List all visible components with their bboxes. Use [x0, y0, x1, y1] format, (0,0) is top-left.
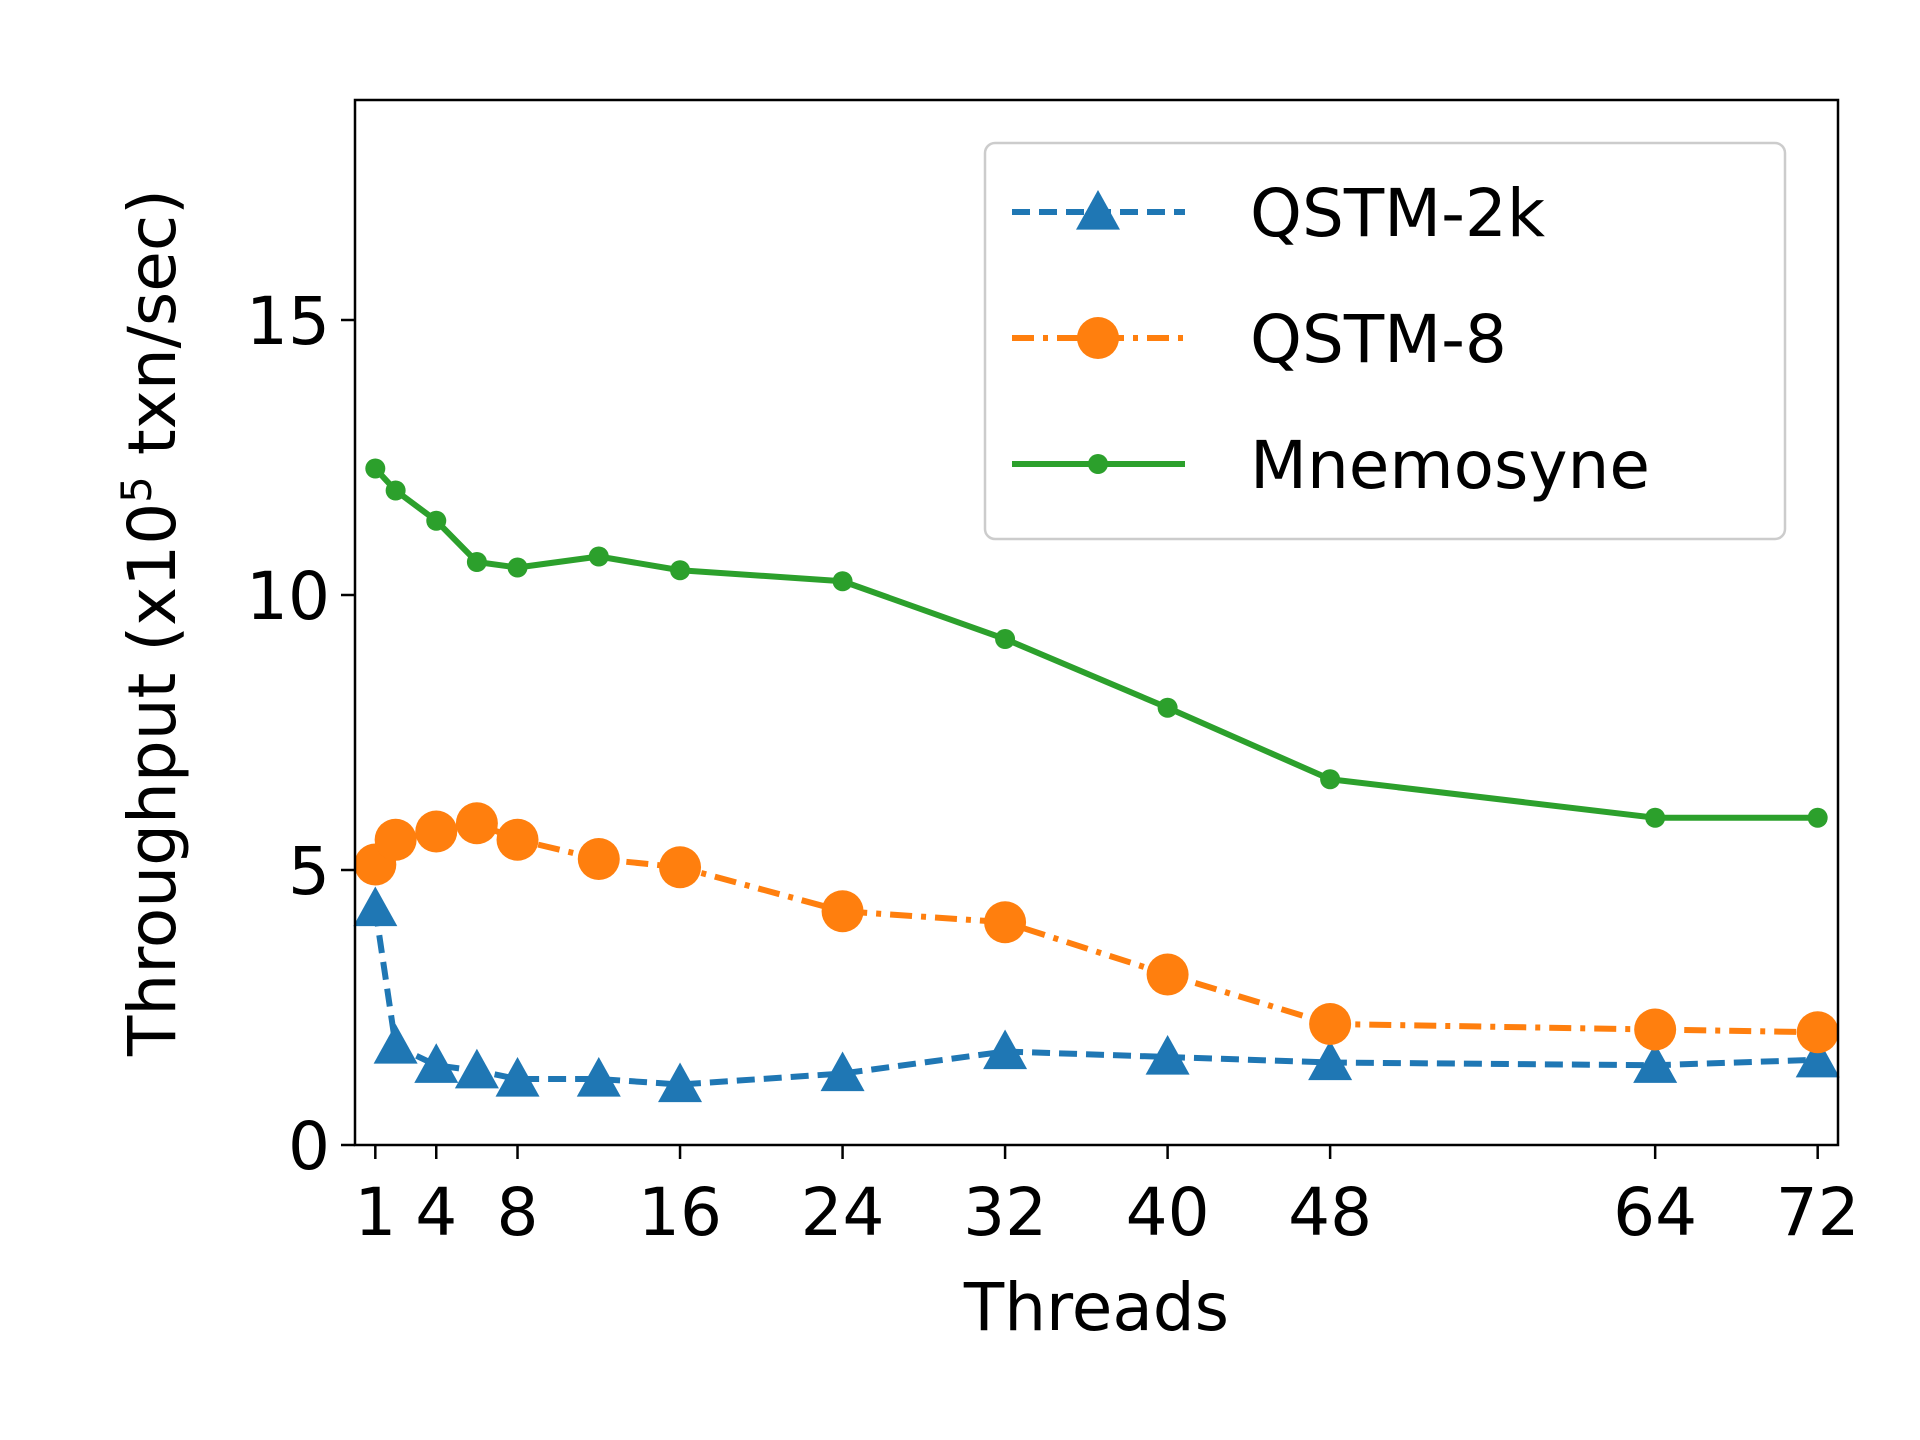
- data-point-qstm-8: [821, 890, 864, 933]
- data-point-mnemosyne: [832, 571, 853, 592]
- data-point-mnemosyne: [670, 560, 691, 581]
- data-point-qstm-2k: [454, 1048, 499, 1089]
- data-point-qstm-8: [984, 901, 1027, 944]
- data-point-qstm-8: [1634, 1008, 1677, 1051]
- legend-marker-qstm-8: [1077, 317, 1119, 359]
- axes-frame: [353, 98, 1840, 1147]
- data-point-qstm-8: [659, 846, 702, 889]
- y-tick-label: 15: [246, 283, 330, 360]
- data-point-qstm-2k: [414, 1043, 459, 1083]
- series-qstm-2k: [353, 886, 1840, 1103]
- data-point-qstm-2k: [495, 1057, 540, 1097]
- data-point-mnemosyne: [995, 629, 1016, 649]
- y-axis-label-main: Throughput (x10: [114, 503, 191, 1057]
- data-point-mnemosyne: [466, 552, 487, 572]
- data-point-qstm-2k: [1633, 1043, 1678, 1083]
- x-tick-label: 48: [1288, 1174, 1372, 1251]
- y-tick-label: 10: [246, 558, 330, 635]
- data-point-qstm-2k: [1145, 1035, 1190, 1075]
- data-point-qstm-2k: [658, 1062, 703, 1103]
- legend-label-mnemosyne: Mnemosyne: [1250, 427, 1650, 504]
- x-tick-label: 1: [354, 1174, 396, 1251]
- data-point-qstm-2k: [576, 1057, 621, 1097]
- data-point-qstm-8: [496, 818, 539, 861]
- data-point-qstm-2k: [1308, 1040, 1353, 1081]
- data-point-mnemosyne: [1645, 807, 1666, 828]
- data-point-mnemosyne: [507, 557, 528, 578]
- data-point-mnemosyne: [365, 458, 386, 479]
- legend-marker-mnemosyne: [1088, 454, 1108, 474]
- data-point-mnemosyne: [1320, 769, 1341, 790]
- series-line-qstm-2k: [372, 908, 1818, 1088]
- data-point-mnemosyne: [385, 480, 406, 501]
- legend-box: [983, 141, 1787, 541]
- data-point-qstm-8: [577, 838, 620, 880]
- data-point-qstm-8: [1146, 953, 1189, 996]
- data-point-qstm-8: [415, 810, 458, 853]
- data-point-mnemosyne: [588, 546, 609, 567]
- data-point-qstm-8: [1309, 1003, 1352, 1045]
- legend: QSTM-2k QSTM-8 Mnemosyne: [983, 141, 1787, 541]
- y-axis-ticks: 0 5 10 15: [246, 283, 355, 1185]
- series-mnemosyne: [365, 458, 1828, 828]
- y-axis-label-unit: txn/sec): [114, 189, 191, 476]
- y-axis-label: Throughput (x105 txn/sec): [112, 189, 191, 1057]
- data-point-qstm-2k: [983, 1029, 1028, 1070]
- x-axis-label: Threads: [963, 1269, 1229, 1346]
- data-point-mnemosyne: [1807, 807, 1828, 828]
- y-tick-label: 0: [288, 1108, 330, 1185]
- x-tick-label: 72: [1776, 1174, 1860, 1251]
- series-qstm-8: [354, 802, 1839, 1054]
- data-point-qstm-8: [1796, 1011, 1839, 1054]
- data-point-mnemosyne: [426, 510, 447, 531]
- data-point-qstm-2k: [373, 1024, 418, 1064]
- x-tick-label: 40: [1126, 1174, 1210, 1251]
- series-layer: [353, 458, 1840, 1103]
- x-tick-label: 8: [497, 1174, 539, 1251]
- x-tick-label: 16: [638, 1174, 722, 1251]
- data-point-qstm-2k: [353, 886, 398, 927]
- x-tick-label: 32: [963, 1174, 1047, 1251]
- data-point-qstm-8: [374, 818, 417, 861]
- y-axis-label-exponent: 5: [112, 476, 161, 503]
- data-point-mnemosyne: [1157, 697, 1178, 718]
- x-tick-label: 4: [415, 1174, 457, 1251]
- legend-label-qstm-2k: QSTM-2k: [1250, 175, 1546, 252]
- data-point-qstm-2k: [1795, 1037, 1840, 1078]
- y-tick-label: 5: [288, 833, 330, 910]
- x-axis-ticks: 1 4 8 16 24 32 40 48 64 72: [354, 1145, 1860, 1251]
- legend-marker-qstm-2k: [1076, 190, 1120, 230]
- data-point-qstm-8: [455, 802, 498, 845]
- x-tick-label: 64: [1613, 1174, 1697, 1251]
- legend-label-qstm-8: QSTM-8: [1250, 301, 1507, 378]
- x-tick-label: 24: [801, 1174, 885, 1251]
- data-point-qstm-2k: [820, 1051, 865, 1092]
